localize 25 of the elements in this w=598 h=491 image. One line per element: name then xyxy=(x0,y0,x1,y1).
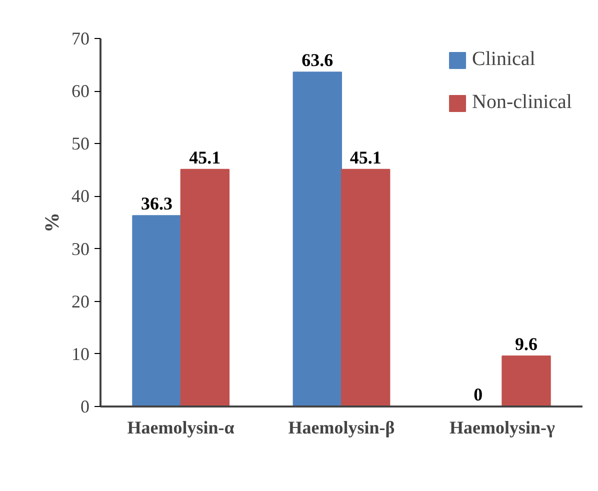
y-tick-label: 40 xyxy=(72,186,90,206)
data-label: 0 xyxy=(474,384,483,404)
y-tick-label: 10 xyxy=(72,344,90,364)
y-tick-label: 0 xyxy=(80,396,90,416)
legend-label: Clinical xyxy=(472,48,536,71)
bar xyxy=(292,72,342,406)
data-label: 36.3 xyxy=(140,194,172,214)
bar xyxy=(132,215,182,406)
y-tick-label: 20 xyxy=(72,291,90,312)
data-label: 45.1 xyxy=(189,147,221,168)
y-tick-label: 60 xyxy=(72,81,90,102)
y-tick-label: 50 xyxy=(72,134,90,154)
bar xyxy=(341,168,390,406)
data-label: 45.1 xyxy=(350,147,382,168)
data-label: 63.6 xyxy=(302,50,334,70)
data-label: 9.6 xyxy=(515,334,538,354)
bar xyxy=(502,356,551,406)
x-tick-label: Haemolysin-γ xyxy=(449,418,556,438)
x-tick-label: Haemolysin-β xyxy=(288,418,395,438)
bar xyxy=(180,168,230,406)
legend-label: Non-clinical xyxy=(472,91,572,114)
y-axis-title: % xyxy=(42,212,64,232)
y-tick-label: 30 xyxy=(72,238,90,259)
y-tick-label: 70 xyxy=(72,28,90,48)
x-tick-label: Haemolysin-α xyxy=(127,418,234,438)
